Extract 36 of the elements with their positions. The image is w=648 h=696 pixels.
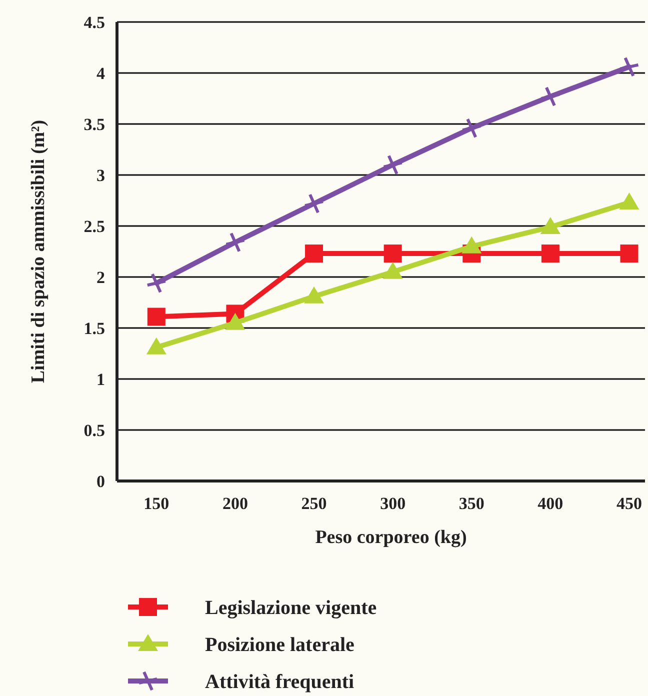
y-tick-label: 1 [96,370,105,389]
y-tick-label: 2.5 [84,216,105,236]
y-tick-label: 4 [96,64,106,83]
y-tick-label: 1.5 [84,318,105,338]
y-tick-label: 4.5 [84,12,105,32]
y-tick-label: 3 [96,166,105,185]
legend-label: Attività frequenti [205,671,354,693]
legend-label: Posizione laterale [205,634,355,656]
x-tick-label: 150 [144,494,170,513]
x-tick-label: 200 [222,494,248,513]
x-tick-label: 400 [538,494,564,513]
y-axis-title: Limiti di spazio ammissibili (m²) [28,120,49,384]
point [540,217,560,234]
point [540,86,561,107]
point [382,154,404,176]
legend-label: Legislazione vigente [205,597,377,619]
point [619,192,640,210]
point [620,244,638,263]
x-tick-label: 300 [380,494,406,513]
point [541,244,560,263]
y-tick-label: 0.5 [84,420,105,440]
point [461,118,482,139]
point [147,308,166,326]
y-tick-label: 0 [96,472,105,491]
x-axis-title: Peso corporeo (kg) [315,527,467,548]
x-tick-label: 350 [458,494,484,513]
x-tick-label: 450 [616,494,642,513]
point [304,193,325,214]
point [305,244,324,263]
y-tick-label: 3.5 [84,114,105,134]
point [146,272,167,294]
point [224,232,246,253]
y-tick-label: 2 [96,268,105,287]
point [618,56,640,78]
x-tick-label: 250 [301,494,327,513]
point [384,244,402,263]
